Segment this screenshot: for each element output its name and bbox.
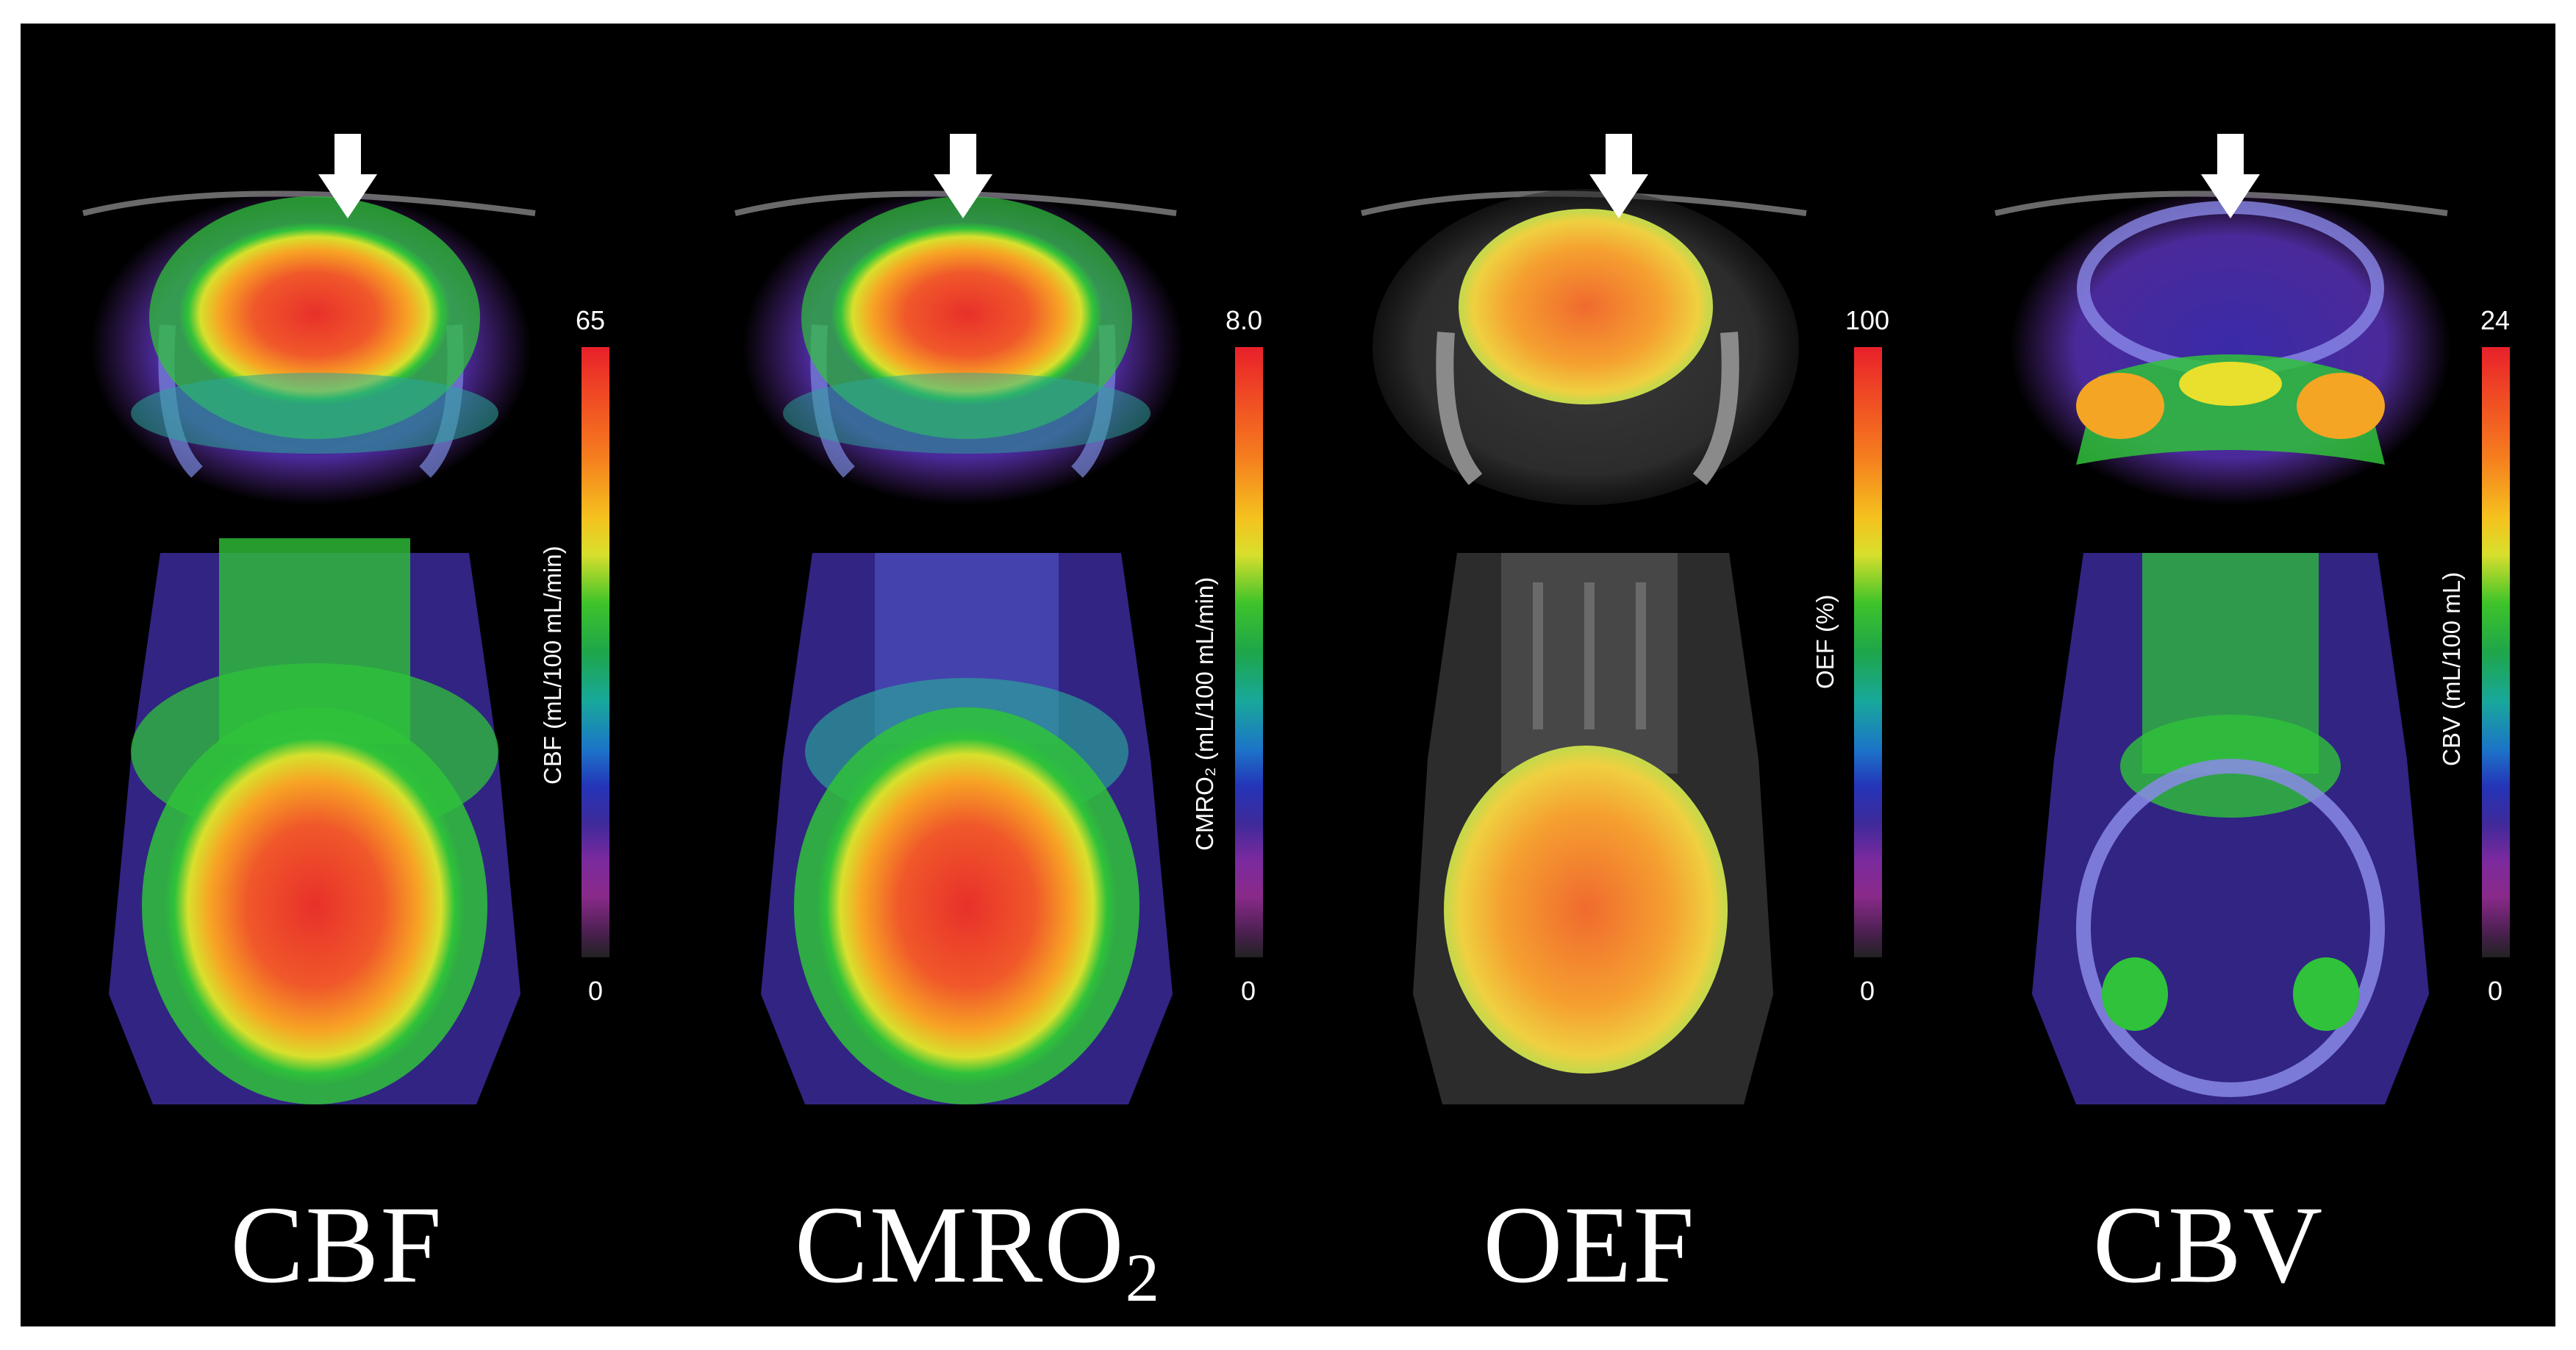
- figure-stage: 65 0 CBF (mL/100 mL/min) CBF 8.0 0 CMRO₂: [21, 24, 2555, 1326]
- cmro2-pet-image: [734, 189, 1184, 1104]
- cbf-scale-min: 0: [588, 976, 604, 1006]
- oef-scale-max: 100: [1845, 305, 1890, 335]
- cmro2-title: CMRO2: [794, 1184, 1162, 1317]
- oef-scale-min: 0: [1860, 976, 1875, 1006]
- cbv-scale-max: 24: [2480, 305, 2511, 335]
- arrow-down-icon: [1589, 134, 1648, 218]
- cbv-scale-min: 0: [2488, 976, 2503, 1006]
- arrow-down-icon: [2201, 134, 2260, 218]
- panel-cbf: 65 0 CBF (mL/100 mL/min) CBF: [21, 24, 654, 1326]
- oef-pet-image: [1361, 189, 1807, 1104]
- cbv-colorbar: [2482, 347, 2510, 957]
- cbf-scale-label: CBF (mL/100 mL/min): [539, 546, 566, 785]
- oef-title: OEF: [1483, 1184, 1696, 1306]
- panel-cbv: 24 0 CBV (mL/100 mL) CBV: [1922, 24, 2555, 1326]
- cbv-scale-label: CBV (mL/100 mL): [2438, 571, 2465, 766]
- oef-colorbar: [1854, 347, 1882, 957]
- cmro2-scale-label: CMRO₂ (mL/100 mL/min): [1191, 576, 1218, 851]
- cmro2-colorbar: [1235, 347, 1263, 957]
- cbv-pet-image: [1994, 189, 2451, 1104]
- panel-oef: 100 0 OEF (%) OEF: [1288, 24, 1922, 1326]
- cbf-scale-max: 65: [576, 305, 606, 335]
- cbf-colorbar: [582, 347, 609, 957]
- cmro2-scale-max: 8.0: [1226, 305, 1263, 335]
- cbf-title: CBF: [230, 1184, 443, 1306]
- arrow-down-icon: [934, 134, 992, 218]
- oef-scale-label: OEF (%): [1811, 594, 1839, 689]
- cmro2-scale-min: 0: [1241, 976, 1256, 1006]
- panel-cmro2: 8.0 0 CMRO₂ (mL/100 mL/min) CMRO2: [654, 24, 1288, 1326]
- cbv-title: CBV: [2092, 1184, 2325, 1306]
- arrow-down-icon: [318, 134, 377, 218]
- cbf-pet-image: [82, 189, 536, 1104]
